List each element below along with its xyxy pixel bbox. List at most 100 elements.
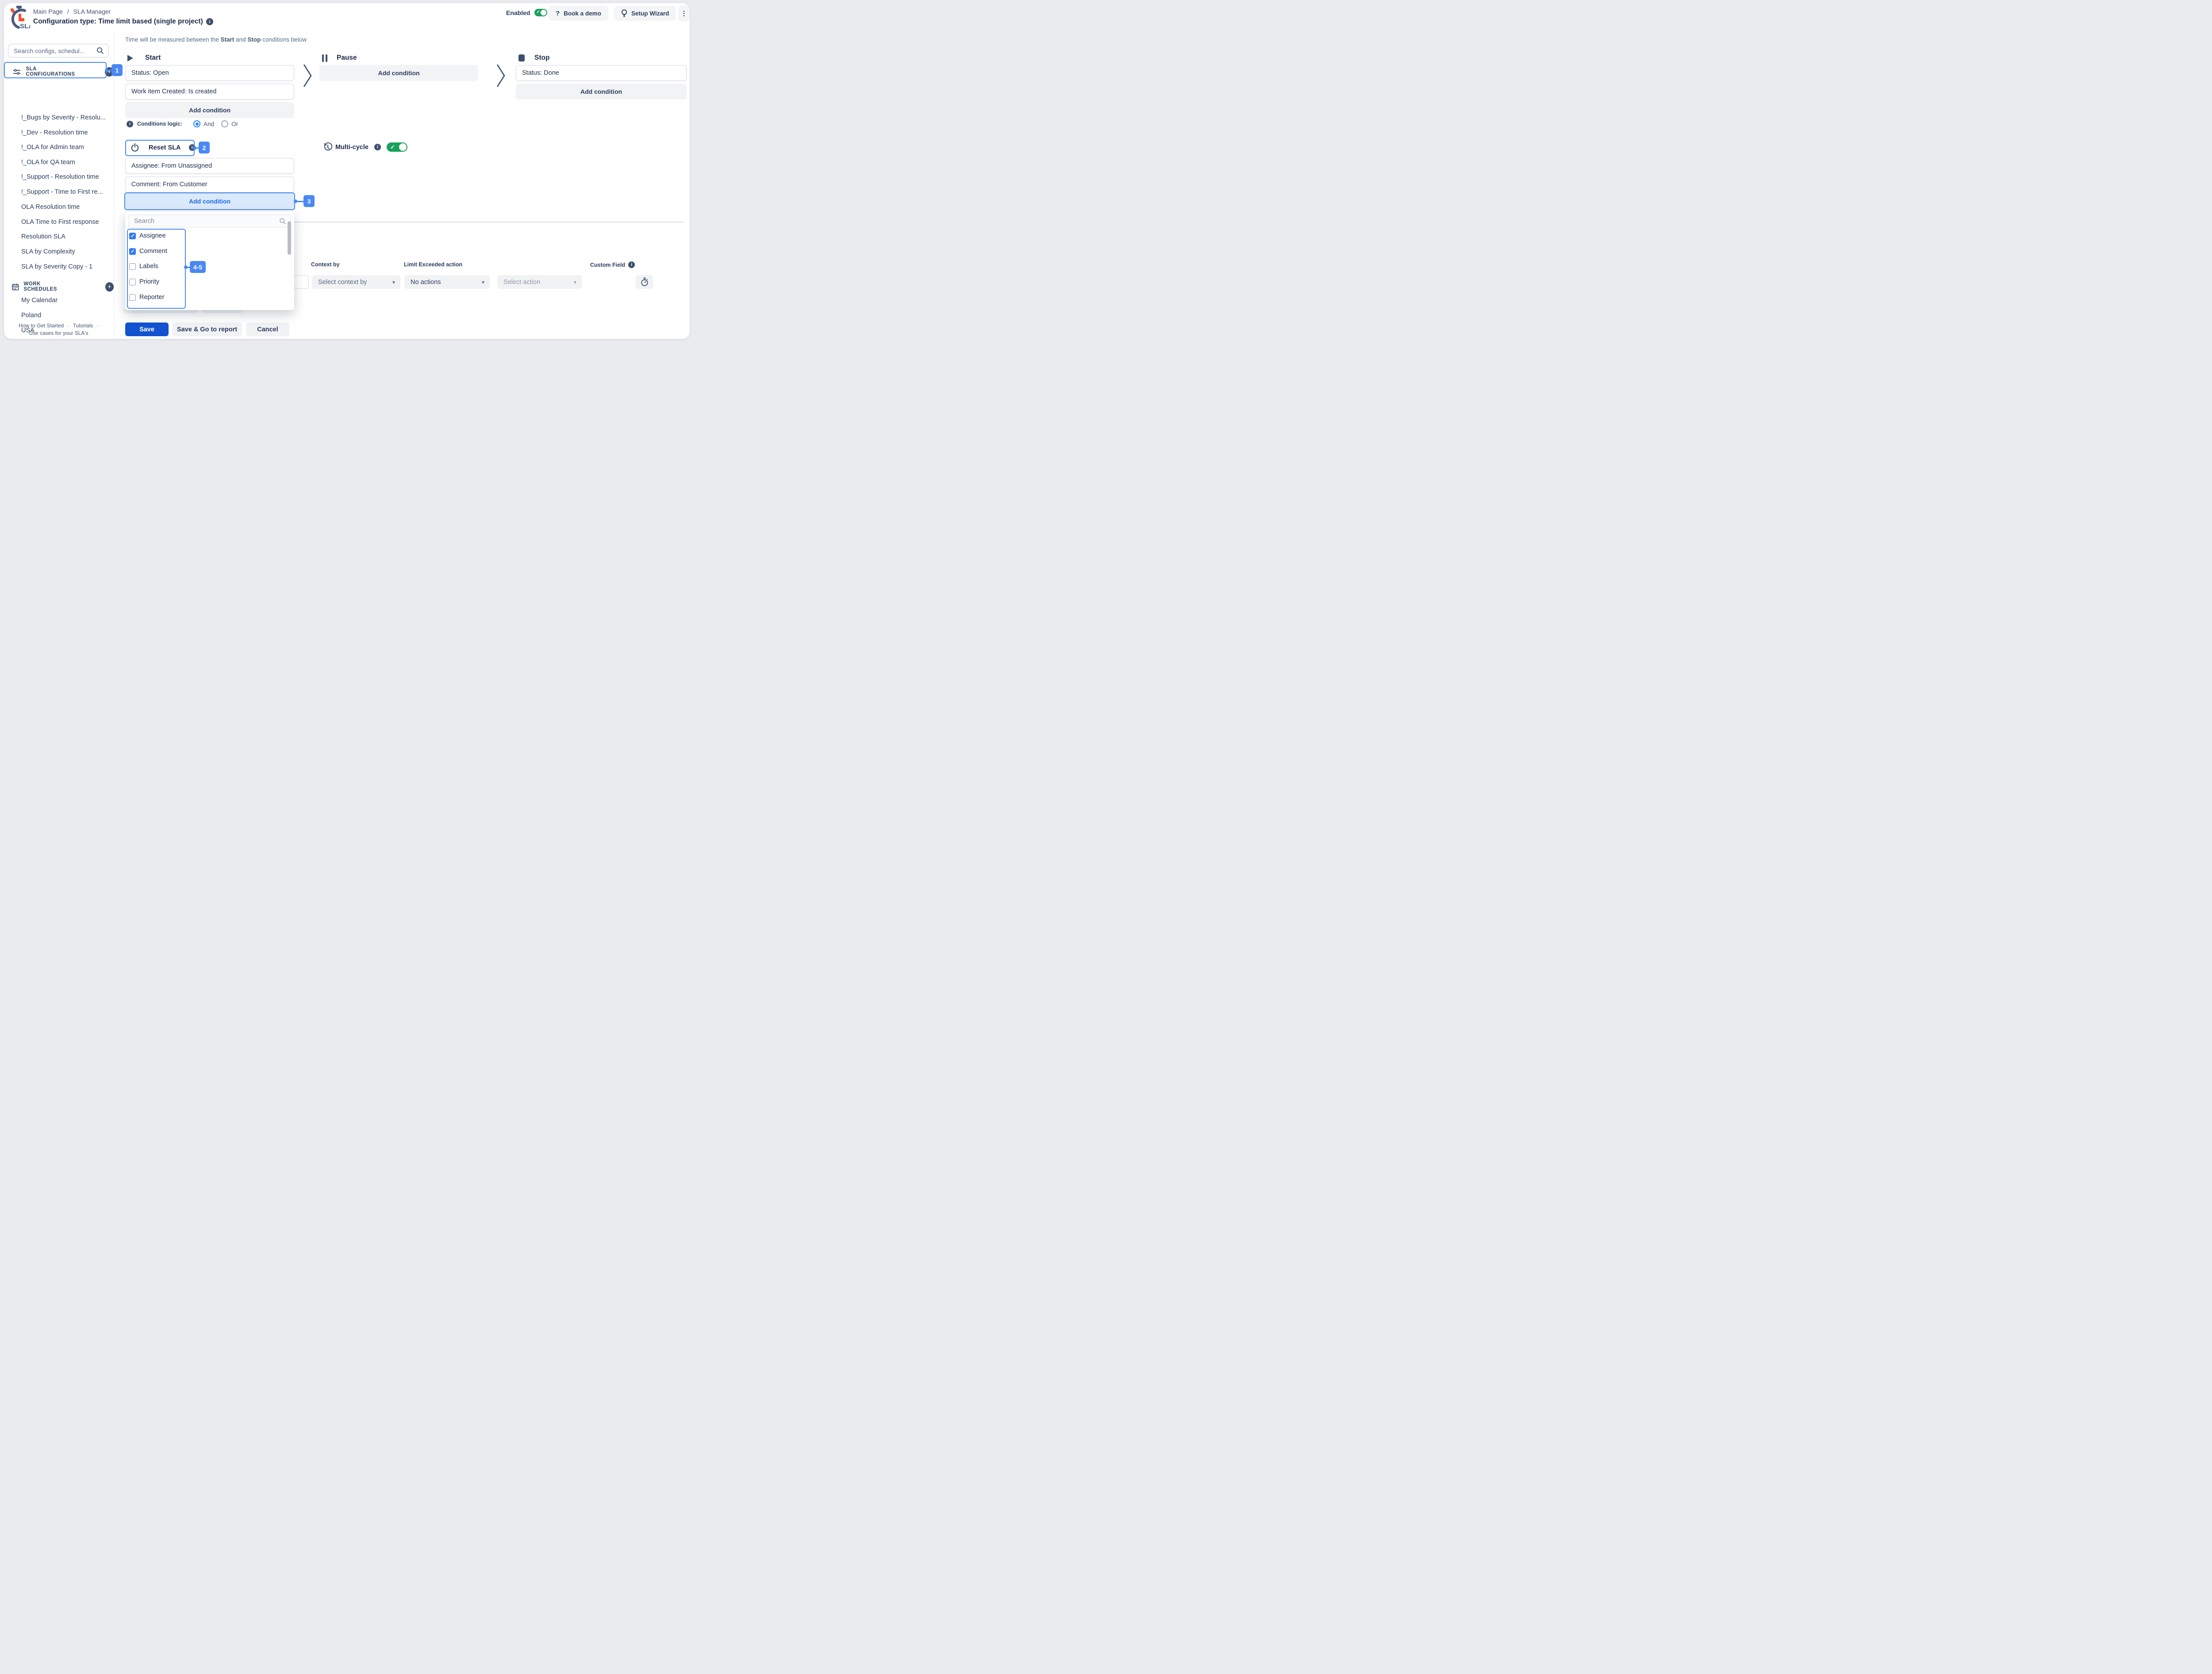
svg-text:SLA: SLA: [20, 23, 30, 30]
multi-cycle-label: Multi-cycle: [335, 143, 369, 151]
sidebar-item-config[interactable]: !_Support - Time to First re...: [21, 188, 103, 196]
cancel-button[interactable]: Cancel: [246, 323, 289, 336]
measure-note: Time will be measured between the Start …: [125, 36, 307, 43]
label-text: Limit Exceeded action: [404, 261, 462, 268]
sidebar-section-sla-configurations[interactable]: SLA CONFIGURATIONS +: [13, 66, 114, 77]
breadcrumb-sla-manager[interactable]: SLA Manager: [73, 8, 111, 15]
select-value: No actions: [411, 278, 441, 286]
limit-exceeded-select[interactable]: No actions ▾: [404, 275, 490, 289]
logic-and-label: And: [204, 120, 215, 127]
callout-badge-1: 1: [111, 64, 123, 76]
use-cases-link[interactable]: Use cases for your SLA's: [29, 330, 88, 336]
checkbox-icon[interactable]: [129, 294, 136, 301]
obscured-button: [123, 309, 198, 313]
how-to-get-started-link[interactable]: How to Get Started: [19, 323, 64, 329]
sidebar-item-schedule[interactable]: Poland: [21, 312, 42, 319]
save-button[interactable]: Save: [125, 323, 169, 336]
dropdown-scrollbar[interactable]: [288, 221, 291, 255]
check-icon: ✓: [390, 143, 395, 150]
kebab-menu-button[interactable]: ⋮: [678, 5, 690, 21]
pause-add-condition-button[interactable]: Add condition: [319, 65, 478, 81]
dropdown-option[interactable]: Assignee: [129, 232, 166, 239]
dropdown-search-input[interactable]: [134, 217, 279, 225]
custom-field-label: Custom Field i: [590, 261, 635, 268]
checkbox-icon[interactable]: [129, 278, 136, 285]
start-condition[interactable]: Work item Created: Is created: [125, 84, 294, 100]
sidebar: SLA CONFIGURATIONS + !_Bugs by Severity …: [4, 32, 114, 339]
timer-button[interactable]: [636, 275, 653, 289]
condition-text: Status: Done: [522, 69, 559, 77]
sidebar-item-config[interactable]: Resolution SLA: [21, 233, 65, 240]
page-title-text: Configuration type: Time limit based (si…: [33, 18, 203, 25]
select-value: Select context by: [318, 278, 367, 286]
sidebar-item-config[interactable]: !_Dev - Resolution time: [21, 129, 88, 136]
select-action-select[interactable]: Select action ▾: [497, 275, 582, 289]
setup-wizard-label: Setup Wizard: [631, 10, 669, 17]
stop-add-condition-button[interactable]: Add condition: [516, 84, 687, 100]
save-go-report-button[interactable]: Save & Go to report: [172, 323, 242, 336]
multi-cycle-info-icon[interactable]: i: [374, 144, 381, 150]
logic-or-radio[interactable]: [221, 120, 229, 127]
sidebar-item-config[interactable]: !_OLA for Admin team: [21, 144, 84, 151]
start-condition[interactable]: Status: Open: [125, 65, 294, 81]
dropdown-option-label: Reporter: [139, 294, 165, 301]
sidebar-item-config[interactable]: !_Support - Resolution time: [21, 173, 99, 180]
stop-condition[interactable]: Status: Done: [516, 65, 687, 81]
dropdown-option-label: Assignee: [139, 232, 166, 239]
select-value: Select action: [503, 278, 541, 286]
pause-icon: [322, 54, 327, 62]
reset-condition[interactable]: Assignee: From Unassigned: [125, 158, 294, 174]
sidebar-item-config[interactable]: OLA Time to First response: [21, 219, 99, 226]
time-limit-input-partial[interactable]: [294, 275, 309, 289]
enabled-control: Enabled ✓: [506, 9, 548, 16]
history-icon: [324, 142, 332, 151]
logic-info-icon[interactable]: i: [127, 120, 133, 127]
logic-and-radio[interactable]: [193, 120, 201, 127]
book-a-demo-button[interactable]: ? Book a demo: [549, 6, 608, 21]
reset-condition[interactable]: Comment: From Customer: [125, 177, 294, 192]
dropdown-option[interactable]: Labels: [129, 263, 158, 270]
setup-wizard-button[interactable]: Setup Wizard: [614, 6, 676, 21]
callout-connector: [196, 147, 199, 149]
callout-badge-2: 2: [199, 142, 210, 154]
start-add-condition-button[interactable]: Add condition: [125, 102, 294, 118]
sliders-icon: [13, 69, 21, 75]
sidebar-search-input[interactable]: [14, 47, 96, 54]
breadcrumb-main-page[interactable]: Main Page: [33, 8, 63, 15]
stop-icon: [518, 54, 525, 61]
dropdown-option-label: Priority: [139, 278, 160, 285]
checkbox-icon[interactable]: [129, 248, 136, 255]
sidebar-item-config[interactable]: !_OLA for QA team: [21, 159, 75, 166]
sidebar-item-schedule[interactable]: USA: [21, 327, 35, 334]
dropdown-option[interactable]: Comment: [129, 248, 167, 255]
sidebar-item-config[interactable]: SLA by Complexity: [21, 248, 75, 255]
sidebar-section-work-schedules[interactable]: WORK SCHEDULES +: [12, 281, 114, 292]
checkbox-icon[interactable]: [129, 263, 136, 270]
add-work-schedule-button[interactable]: +: [105, 282, 114, 292]
callout-badge-3: 3: [303, 195, 315, 207]
dropdown-option[interactable]: Priority: [129, 278, 159, 285]
title-info-icon[interactable]: i: [206, 18, 213, 25]
logic-or-label: Or: [231, 120, 238, 127]
toggle-knob: [601, 278, 609, 286]
sidebar-item-schedule[interactable]: My Calendar: [21, 297, 58, 304]
note-text: Time will be measured between the: [125, 36, 221, 43]
reset-add-condition-button[interactable]: Add condition: [125, 193, 294, 209]
tutorials-link[interactable]: Tutorials: [73, 323, 93, 329]
sidebar-item-config[interactable]: SLA by Severity Copy - 1: [21, 263, 93, 270]
context-by-select[interactable]: Select context by ▾: [312, 275, 400, 289]
sidebar-item-config[interactable]: OLA Resolution time: [21, 203, 80, 211]
multi-cycle-toggle[interactable]: ✓: [386, 142, 407, 152]
dropdown-option[interactable]: Reporter: [129, 294, 164, 301]
callout-connector-dot: [105, 68, 108, 72]
note-stop: Stop: [247, 36, 261, 43]
checkbox-icon[interactable]: [129, 232, 136, 239]
reset-sla-label: Reset SLA: [149, 144, 181, 151]
sidebar-item-config[interactable]: !_Bugs by Severity - Resolu...: [21, 114, 106, 121]
custom-field-info-icon[interactable]: i: [628, 261, 635, 268]
enabled-toggle[interactable]: ✓: [534, 9, 548, 16]
condition-text: Work item Created: Is created: [131, 88, 217, 95]
limit-exceeded-label: Limit Exceeded action: [404, 261, 462, 268]
dropdown-search: [128, 215, 291, 227]
note-start: Start: [220, 36, 234, 43]
